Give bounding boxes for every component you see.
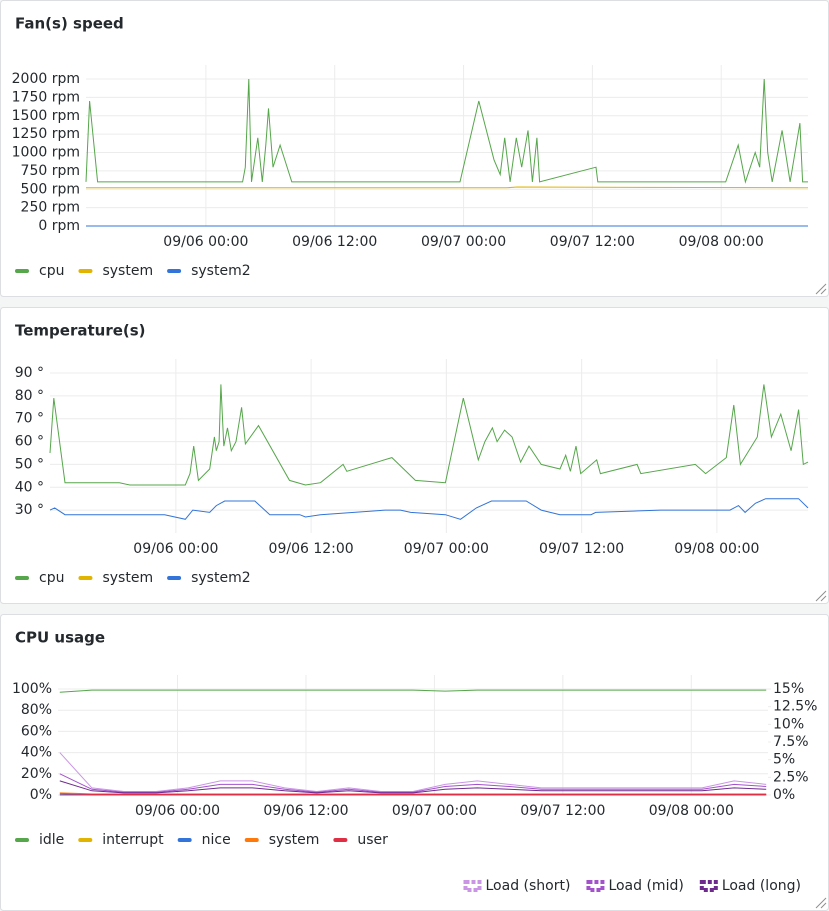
resize-handle[interactable]: [815, 897, 827, 909]
y-tick-label: 40%: [21, 745, 52, 761]
legend-swatch: [167, 576, 182, 580]
series-line: [59, 780, 767, 794]
resize-handle[interactable]: [815, 590, 827, 602]
series-line: [59, 689, 767, 693]
y2-tick-label: 10%: [773, 716, 804, 732]
y-tick-label: 50 °: [15, 456, 44, 472]
resize-handle[interactable]: [815, 283, 827, 295]
y-tick-label: 250 rpm: [21, 200, 80, 216]
panel-title: Fan(s) speed: [15, 15, 124, 33]
x-tick-label: 09/08 00:00: [649, 803, 734, 819]
x-tick-label: 09/06 00:00: [163, 234, 248, 250]
y-tick-label: 60 °: [15, 434, 44, 450]
panel: [0, 0, 829, 297]
y-tick-label: 1250 rpm: [12, 126, 80, 142]
panel-title: Temperature(s): [15, 322, 146, 340]
y-tick-label: 1500 rpm: [12, 108, 80, 124]
x-tick-label: 09/06 12:00: [269, 541, 354, 557]
legend-swatch: [15, 576, 29, 580]
legend-label: system: [102, 263, 153, 279]
y-tick-label: 500 rpm: [21, 181, 80, 197]
x-tick-label: 09/08 00:00: [679, 234, 764, 250]
legend-swatch: [333, 838, 348, 842]
x-tick-label: 09/08 00:00: [674, 541, 759, 557]
y-tick-label: 1750 rpm: [12, 89, 80, 105]
series-line: [49, 498, 809, 520]
legend-label: interrupt: [102, 832, 164, 848]
y-tick-label: 1000 rpm: [12, 145, 80, 161]
legend-label: user: [357, 832, 388, 848]
legend-label: Load (mid): [608, 878, 683, 894]
legend-swatch: [586, 880, 605, 892]
legend-swatch: [15, 269, 29, 273]
y-tick-label: 80%: [21, 702, 52, 718]
y-tick-label: 90 °: [15, 365, 44, 381]
legend-swatch: [78, 576, 93, 580]
legend-swatch: [699, 880, 718, 892]
series-line: [59, 792, 767, 795]
y2-tick-label: 7.5%: [773, 734, 809, 750]
series-line: [59, 752, 767, 793]
y2-tick-label: 5%: [773, 752, 795, 768]
series-line: [86, 186, 809, 189]
y-tick-label: 20%: [21, 766, 52, 782]
series-line: [49, 384, 809, 486]
legend-label: idle: [39, 832, 64, 848]
y-tick-label: 0%: [30, 787, 52, 803]
panel: [0, 307, 829, 604]
x-tick-label: 09/07 12:00: [539, 541, 624, 557]
x-tick-label: 09/07 00:00: [392, 803, 477, 819]
legend-label: system2: [191, 263, 251, 279]
legend-swatch: [78, 838, 93, 842]
legend-label: cpu: [39, 263, 64, 279]
legend-label: Load (short): [486, 878, 571, 894]
x-tick-label: 09/06 00:00: [135, 803, 220, 819]
y-tick-label: 30 °: [15, 502, 44, 518]
legend-swatch: [177, 838, 192, 842]
legend-swatch: [463, 880, 482, 892]
x-tick-label: 09/07 00:00: [421, 234, 506, 250]
x-tick-label: 09/07 00:00: [404, 541, 489, 557]
y-tick-label: 2000 rpm: [12, 71, 80, 87]
legend-label: system: [269, 832, 320, 848]
legend-label: Load (long): [722, 878, 801, 894]
y2-tick-label: 0%: [773, 787, 795, 803]
legend-label: system2: [191, 570, 251, 586]
y-tick-label: 40 °: [15, 479, 44, 495]
legend-swatch: [244, 838, 259, 842]
y2-tick-label: 2.5%: [773, 769, 809, 785]
x-tick-label: 09/07 12:00: [550, 234, 635, 250]
x-tick-label: 09/07 12:00: [520, 803, 605, 819]
series-line: [59, 773, 767, 793]
y-tick-label: 0 rpm: [38, 218, 80, 234]
panel-title: CPU usage: [15, 629, 105, 647]
x-tick-label: 09/06 00:00: [133, 541, 218, 557]
y-tick-label: 100%: [12, 681, 52, 697]
y2-tick-label: 15%: [773, 681, 804, 697]
y-tick-label: 60%: [21, 723, 52, 739]
series-line: [85, 78, 808, 184]
legend-label: nice: [202, 832, 231, 848]
series-line: [59, 793, 767, 795]
legend-swatch: [15, 838, 29, 842]
legend-label: system: [102, 570, 153, 586]
y-tick-label: 750 rpm: [21, 163, 80, 179]
x-tick-label: 09/06 12:00: [292, 234, 377, 250]
y2-tick-label: 12.5%: [773, 699, 817, 715]
legend-label: cpu: [39, 570, 64, 586]
legend-swatch: [78, 269, 93, 273]
x-tick-label: 09/06 12:00: [263, 803, 348, 819]
y-tick-label: 80 °: [15, 388, 44, 404]
legend-swatch: [167, 269, 182, 273]
y-tick-label: 70 °: [15, 411, 44, 427]
panel: [0, 614, 829, 911]
